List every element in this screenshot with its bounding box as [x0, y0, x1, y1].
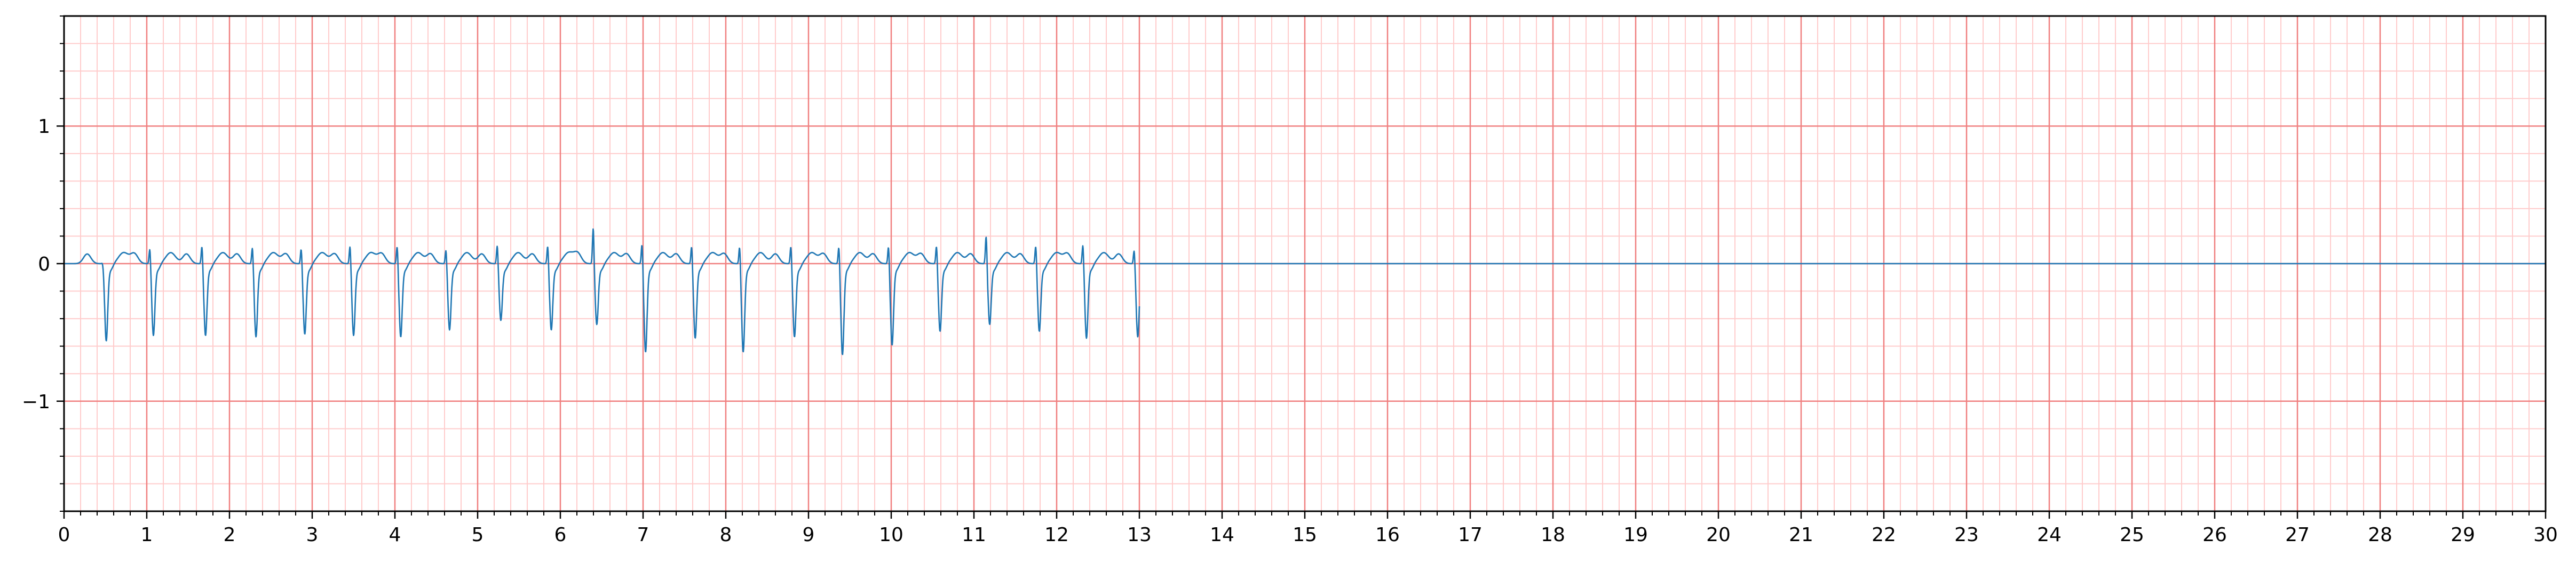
- x-tick-label: 6: [554, 524, 567, 546]
- x-tick-label: 23: [1954, 524, 1979, 546]
- x-axis: 0 1 2 3 4 5 6 7 8 9 10 11 12 13 14 15 16 17 18 19 20 21 22 23 24…: [58, 511, 2558, 546]
- x-tick-label: 26: [2202, 524, 2227, 546]
- x-tick-label: 0: [58, 524, 70, 546]
- x-tick-label: 16: [1375, 524, 1400, 546]
- x-tick-label: 7: [637, 524, 649, 546]
- x-tick-label: 21: [1789, 524, 1813, 546]
- x-tick-label: 13: [1127, 524, 1152, 546]
- x-tick-label: 25: [2120, 524, 2144, 546]
- x-tick-label: 14: [1210, 524, 1234, 546]
- x-tick-label: 22: [1872, 524, 1896, 546]
- x-tick-label: 28: [2368, 524, 2392, 546]
- x-tick-label: 20: [1706, 524, 1731, 546]
- x-tick-label: 18: [1541, 524, 1565, 546]
- x-tick-label: 9: [803, 524, 815, 546]
- ecg-trace: [64, 228, 1140, 355]
- x-tick-label: 8: [720, 524, 732, 546]
- x-tick-label: 15: [1293, 524, 1317, 546]
- x-tick-label: 29: [2451, 524, 2475, 546]
- x-tick-label: 5: [472, 524, 484, 546]
- y-tick-label: −1: [22, 391, 50, 413]
- x-tick-label: 17: [1458, 524, 1483, 546]
- x-tick-label: 4: [389, 524, 401, 546]
- y-tick-label: 0: [38, 253, 50, 275]
- x-tick-label: 1: [141, 524, 153, 546]
- x-tick-label: 30: [2533, 524, 2558, 546]
- x-tick-label: 10: [879, 524, 903, 546]
- y-axis: 1 0 −1: [22, 15, 64, 512]
- x-tick-label: 2: [224, 524, 236, 546]
- x-tick-label: 27: [2285, 524, 2310, 546]
- x-tick-label: 19: [1623, 524, 1648, 546]
- x-tick-label: 11: [962, 524, 986, 546]
- x-tick-label: 24: [2037, 524, 2062, 546]
- x-tick-label: 3: [306, 524, 319, 546]
- y-tick-label: 1: [38, 116, 50, 138]
- x-tick-label: 12: [1044, 524, 1069, 546]
- signal-layer: [64, 228, 2546, 355]
